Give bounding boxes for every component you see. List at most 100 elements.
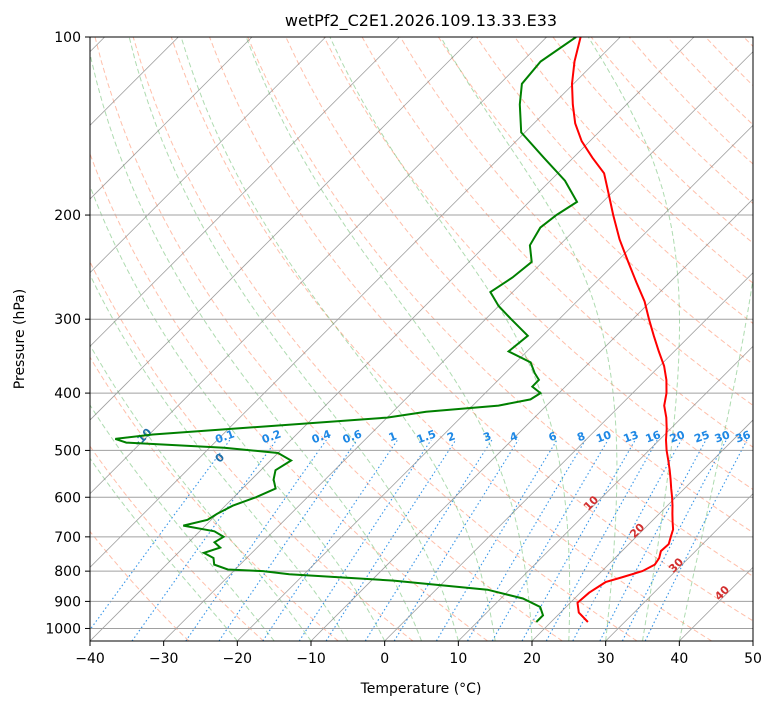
moist-adiabat-line: [90, 404, 275, 641]
isotherm-line: [90, 37, 695, 641]
mixing-ratio-label: 0.2: [260, 427, 283, 446]
mixing-ratio-label: 25: [692, 428, 711, 445]
x-tick-label: 10: [449, 651, 467, 667]
isotherms: [90, 37, 753, 641]
isotherm-line: [90, 37, 326, 274]
moist-adiabat-line: [440, 37, 618, 641]
moist-adiabat-line: [128, 37, 459, 641]
y-tick-label: 800: [54, 564, 81, 580]
moist-adiabat-line: [90, 50, 422, 641]
y-tick-label: 300: [54, 312, 81, 328]
dry-adiabat-line: [90, 152, 488, 641]
mixing-ratio-line: [298, 439, 432, 641]
mixing-ratio-label: 30: [713, 428, 732, 446]
mixing-ratio-line: [491, 439, 609, 641]
sounding-series: [114, 37, 675, 623]
mixing-ratio-line: [90, 439, 231, 631]
plot-background: [90, 37, 753, 641]
x-axis-title: Temperature (°C): [360, 681, 482, 697]
mixing-ratio-label: 8: [575, 429, 587, 444]
isotherm-line: [90, 37, 400, 347]
mixing-ratio-label: 0.1: [213, 427, 236, 446]
x-tick-label: −20: [223, 651, 253, 667]
y-axis-title: Pressure (hPa): [12, 289, 28, 389]
mixing-ratio-label: 1.5: [415, 427, 438, 446]
moist-adiabat-line: [90, 273, 349, 641]
moist-adiabat-line: [678, 37, 753, 641]
x-tick-label: 20: [523, 651, 541, 667]
mixing-ratio-label: 4: [508, 429, 520, 444]
y-tick-label: 700: [54, 530, 81, 546]
temperature-line: [570, 37, 675, 623]
y-tick-label: 100: [54, 30, 81, 46]
dry-adiabat-line: [399, 37, 753, 407]
y-tick-label: 900: [54, 594, 81, 610]
mixing-ratio-label: 13: [622, 428, 641, 445]
mixing-ratio-label: 36: [734, 428, 753, 446]
mixing-ratio-line: [218, 439, 358, 641]
isotherm-line: [458, 345, 753, 641]
mixing-ratio-line: [467, 439, 586, 641]
mixing-ratio-label: 10: [594, 428, 613, 446]
mixing-ratio-line: [364, 439, 493, 641]
mixing-ratio-lines: [90, 439, 748, 641]
dry-adiabat-line: [323, 37, 753, 491]
mixing-ratio-label: 0.6: [341, 427, 364, 446]
dry-adiabat-line: [514, 37, 753, 284]
moist-adiabat-line: [329, 37, 571, 641]
dewpoint-line: [114, 37, 579, 623]
mixing-ratio-line: [185, 439, 327, 641]
isotherm-line: [163, 51, 753, 641]
isotherm-line: [310, 198, 753, 641]
dry-adiabat-line: [94, 37, 563, 641]
y-tick-label: 500: [54, 443, 81, 459]
x-tick-label: 40: [670, 651, 688, 667]
isotherm-line: [90, 37, 621, 568]
y-tick-label: 400: [54, 386, 81, 402]
mixing-ratio-line: [325, 439, 457, 641]
moist-adiabat-line: [180, 37, 496, 641]
moist-adiabat-line: [90, 184, 386, 641]
isotherm-line: [237, 124, 753, 641]
moist-adiabat-line: [587, 37, 680, 641]
mixing-ratio-label: 6: [547, 429, 559, 444]
x-axis-ticks: −40 −30 −20 −10 0 10 20 30 40 50: [75, 641, 762, 667]
isotherm-line: [90, 37, 474, 421]
mixing-ratio-line: [435, 439, 558, 641]
y-axis-ticks: 100 200 300 400 500 600 700 800 900 1000: [45, 30, 90, 637]
moist-adiabat-line: [245, 37, 533, 641]
moist-adiabat-line: [90, 457, 238, 641]
mixing-ratio-line: [262, 439, 399, 641]
mixing-ratio-label: 1: [387, 429, 399, 444]
dry-adiabat-line: [247, 37, 753, 577]
isotherm-line: [90, 37, 547, 495]
dry-adiabat-line: [132, 37, 638, 641]
x-tick-label: −10: [296, 651, 326, 667]
dry-adiabats: [90, 37, 753, 641]
dry-adiabat-line: [90, 445, 264, 641]
mixing-ratio-label: 20: [668, 428, 687, 446]
x-tick-label: 50: [744, 651, 762, 667]
mixing-ratio-label: 3: [481, 429, 493, 444]
plot-frame: [89, 36, 754, 642]
moist-adiabats: [90, 37, 753, 641]
mixing-ratio-label: 0.4: [310, 427, 333, 446]
dry-adiabat-line: [437, 37, 753, 365]
mixing-ratio-line: [644, 439, 748, 641]
x-tick-label: −40: [75, 651, 105, 667]
mixing-ratio-label: 2: [445, 429, 457, 444]
dry-adiabat-line: [90, 356, 339, 641]
y-tick-label: 600: [54, 490, 81, 506]
isotherm-line: [90, 37, 253, 200]
x-tick-label: −30: [149, 651, 179, 667]
isotherm-line: [384, 272, 753, 641]
y-tick-label: 1000: [45, 621, 81, 637]
isotherm-line: [605, 493, 753, 641]
mixing-ratio-label: 16: [644, 428, 663, 446]
isotherm-line: [531, 419, 753, 641]
chart-title: wetPf2_C2E1.2026.109.13.33.E33: [285, 11, 557, 31]
mixing-ratio-line: [521, 439, 636, 641]
isotherm-line: [752, 640, 753, 641]
dry-adiabat-line: [90, 530, 190, 641]
